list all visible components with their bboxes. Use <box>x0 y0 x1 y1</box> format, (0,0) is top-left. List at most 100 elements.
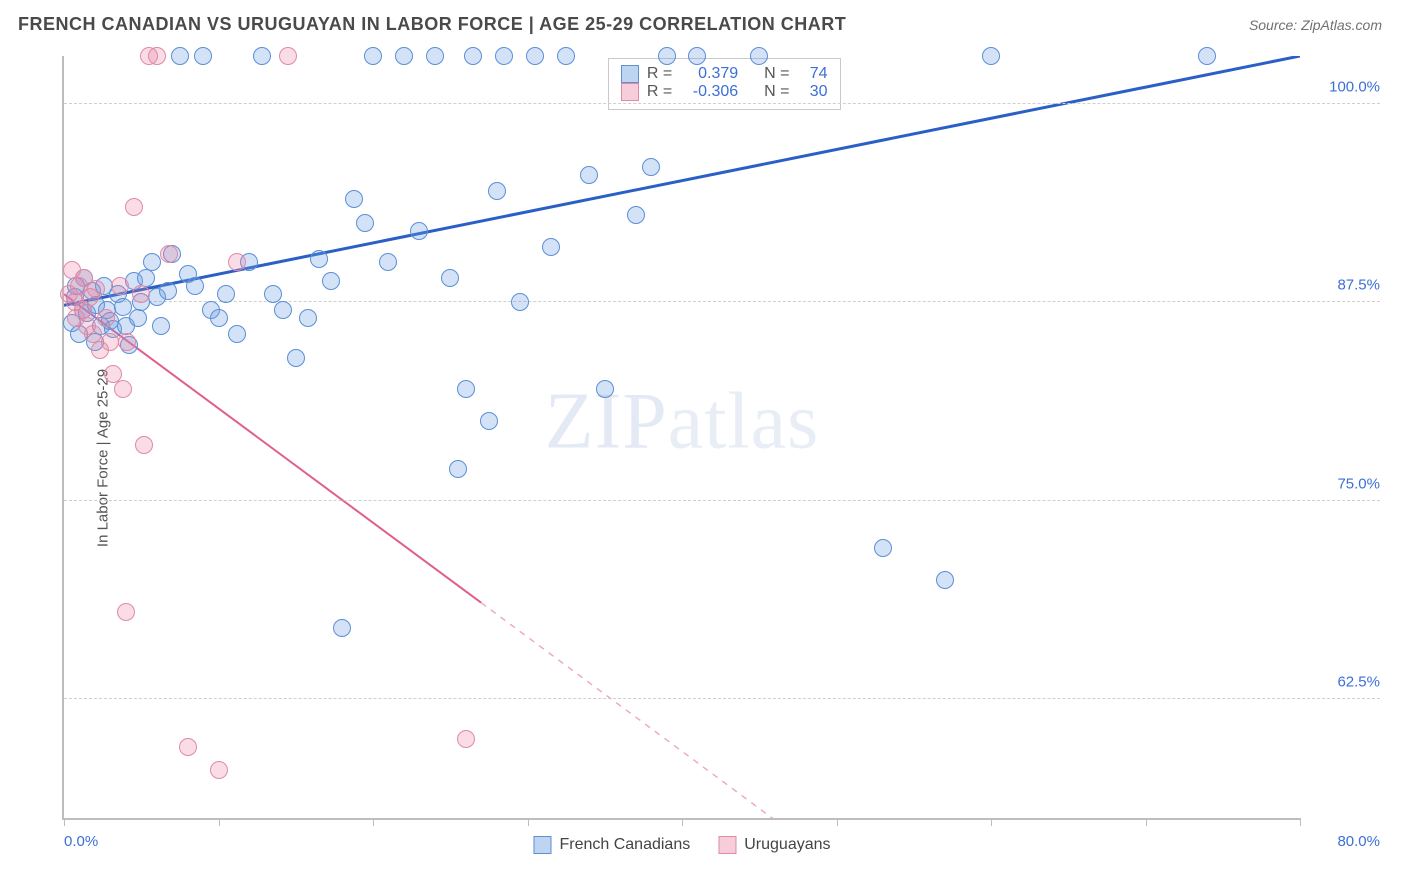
scatter-point <box>464 47 482 65</box>
x-tick <box>991 818 992 826</box>
scatter-point <box>1198 47 1216 65</box>
plot-area: ZIPatlas R =0.379N =74R =-0.306N =30 0.0… <box>62 56 1300 820</box>
scatter-point <box>982 47 1000 65</box>
scatter-point <box>526 47 544 65</box>
scatter-point <box>356 214 374 232</box>
series-swatch <box>621 83 639 101</box>
scatter-point <box>580 166 598 184</box>
scatter-point <box>449 460 467 478</box>
scatter-point <box>426 47 444 65</box>
scatter-point <box>228 253 246 271</box>
watermark-part2: atlas <box>668 377 820 465</box>
scatter-point <box>596 380 614 398</box>
x-tick <box>837 818 838 826</box>
watermark: ZIPatlas <box>545 376 820 467</box>
scatter-point <box>114 298 132 316</box>
legend-item: Uruguayans <box>718 836 830 854</box>
scatter-point <box>135 436 153 454</box>
n-value: 74 <box>798 65 828 83</box>
r-label: R = <box>647 83 672 101</box>
x-tick <box>1146 818 1147 826</box>
scatter-point <box>511 293 529 311</box>
scatter-point <box>143 253 161 271</box>
scatter-point <box>194 47 212 65</box>
stats-row: R =-0.306N =30 <box>621 83 828 101</box>
scatter-point <box>217 285 235 303</box>
x-tick <box>682 818 683 826</box>
scatter-point <box>179 738 197 756</box>
y-tick-label: 87.5% <box>1310 277 1380 294</box>
scatter-point <box>111 277 129 295</box>
scatter-point <box>299 309 317 327</box>
scatter-point <box>132 285 150 303</box>
scatter-point <box>186 277 204 295</box>
scatter-point <box>87 280 105 298</box>
scatter-point <box>642 158 660 176</box>
x-axis-min-label: 0.0% <box>64 833 98 850</box>
scatter-point <box>480 412 498 430</box>
x-tick <box>64 818 65 826</box>
scatter-point <box>210 309 228 327</box>
scatter-point <box>410 222 428 240</box>
n-value: 30 <box>798 83 828 101</box>
gridline <box>64 500 1380 501</box>
legend-label: Uruguayans <box>744 836 830 854</box>
scatter-point <box>129 309 147 327</box>
scatter-point <box>310 250 328 268</box>
scatter-point <box>160 245 178 263</box>
legend-item: French Canadians <box>533 836 690 854</box>
scatter-point <box>627 206 645 224</box>
scatter-point <box>333 619 351 637</box>
legend-swatch <box>533 836 551 854</box>
scatter-point <box>274 301 292 319</box>
scatter-point <box>148 47 166 65</box>
scatter-point <box>279 47 297 65</box>
x-axis-max-label: 80.0% <box>1337 833 1380 850</box>
header: FRENCH CANADIAN VS URUGUAYAN IN LABOR FO… <box>0 0 1406 43</box>
legend: French Canadians Uruguayans <box>533 836 830 854</box>
scatter-point <box>457 730 475 748</box>
y-tick-label: 62.5% <box>1310 673 1380 690</box>
scatter-point <box>228 325 246 343</box>
scatter-point <box>114 380 132 398</box>
scatter-point <box>936 571 954 589</box>
scatter-point <box>118 333 136 351</box>
scatter-point <box>658 47 676 65</box>
scatter-point <box>264 285 282 303</box>
scatter-point <box>395 47 413 65</box>
scatter-point <box>97 309 115 327</box>
x-tick <box>219 818 220 826</box>
scatter-point <box>457 380 475 398</box>
scatter-point <box>345 190 363 208</box>
scatter-point <box>253 47 271 65</box>
scatter-point <box>159 282 177 300</box>
scatter-point <box>171 47 189 65</box>
scatter-point <box>287 349 305 367</box>
series-swatch <box>621 65 639 83</box>
y-tick-label: 75.0% <box>1310 475 1380 492</box>
scatter-point <box>874 539 892 557</box>
chart-container: In Labor Force | Age 25-29 ZIPatlas R =0… <box>18 46 1388 870</box>
n-label: N = <box>764 65 789 83</box>
scatter-point <box>379 253 397 271</box>
x-tick <box>528 818 529 826</box>
r-label: R = <box>647 65 672 83</box>
x-tick <box>373 818 374 826</box>
scatter-point <box>152 317 170 335</box>
scatter-point <box>117 603 135 621</box>
legend-label: French Canadians <box>559 836 690 854</box>
y-tick-label: 100.0% <box>1310 78 1380 95</box>
scatter-point <box>364 47 382 65</box>
gridline <box>64 103 1380 104</box>
scatter-point <box>750 47 768 65</box>
scatter-point <box>101 333 119 351</box>
scatter-point <box>322 272 340 290</box>
stats-row: R = 0.379 N = 74 <box>621 65 828 83</box>
scatter-point <box>542 238 560 256</box>
legend-swatch <box>718 836 736 854</box>
x-tick <box>1300 818 1301 826</box>
r-value: 0.379 <box>680 65 738 83</box>
gridline <box>64 698 1380 699</box>
trend-lines <box>64 56 1300 818</box>
source-label: Source: ZipAtlas.com <box>1249 17 1382 33</box>
